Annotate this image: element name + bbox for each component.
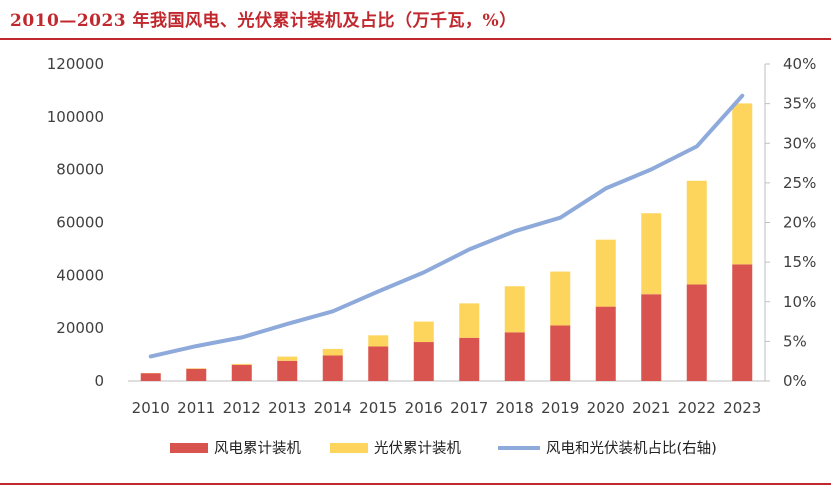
x-tick-label: 2020 (587, 399, 625, 417)
y-left-tick-label: 0 (94, 372, 104, 390)
title-divider (0, 38, 831, 40)
x-tick-label: 2018 (496, 399, 534, 417)
wind-bar (459, 337, 480, 381)
x-tick-label: 2015 (359, 399, 397, 417)
y-right-tick-label: 35% (783, 95, 816, 113)
wind-bar (641, 294, 662, 381)
chart-title: 2010—2023 年我国风电、光伏累计装机及占比（万千瓦，%） (10, 11, 517, 31)
solar-bar (231, 363, 252, 365)
legend-swatch-wind (170, 443, 208, 453)
x-tick-label: 2023 (723, 399, 761, 417)
wind-bar (322, 355, 343, 381)
share-line (148, 93, 745, 359)
x-tick-label: 2011 (177, 399, 215, 417)
solar-bar (186, 368, 207, 369)
y-right-tick-label: 40% (783, 55, 816, 73)
y-left-tick-label: 80000 (56, 161, 104, 179)
wind-bar (277, 360, 298, 381)
x-tick-label: 2019 (541, 399, 579, 417)
wind-bar (413, 342, 434, 381)
solar-bar (459, 303, 480, 338)
solar-bar (368, 335, 389, 347)
legend-swatch-solar (330, 443, 368, 453)
x-tick-label: 2016 (405, 399, 443, 417)
x-tick-label: 2010 (132, 399, 170, 417)
y-left-tick-label: 20000 (56, 319, 104, 337)
legend-label-share: 风电和光伏装机占比(右轴) (546, 440, 717, 457)
solar-bar (277, 356, 298, 361)
solar-bar (641, 213, 662, 295)
solar-bar (322, 348, 343, 356)
x-tick-label: 2021 (632, 399, 670, 417)
wind-bar (732, 264, 753, 381)
wind-bar (550, 325, 571, 381)
y-right-tick-label: 5% (783, 332, 807, 350)
x-tick-label: 2017 (450, 399, 488, 417)
x-tick-label: 2013 (268, 399, 306, 417)
x-tick-label: 2022 (678, 399, 716, 417)
wind-bar (140, 373, 161, 381)
y-right-tick-label: 15% (783, 253, 816, 271)
y-right-tick-label: 0% (783, 372, 807, 390)
solar-bar (504, 286, 525, 333)
footer-divider (0, 483, 831, 485)
y-left-tick-label: 120000 (47, 55, 104, 73)
solar-bar (686, 180, 707, 285)
wind-bar (186, 368, 207, 381)
wind-bar (504, 332, 525, 381)
y-right-tick-label: 20% (783, 214, 816, 232)
solar-bar (550, 271, 571, 326)
legend-label-solar: 光伏累计装机 (374, 440, 461, 457)
y-right-tick-label: 30% (783, 134, 816, 152)
wind-bar (368, 346, 389, 381)
wind-bar (595, 306, 616, 381)
x-tick-label: 2012 (223, 399, 261, 417)
y-left-tick-label: 40000 (56, 266, 104, 284)
solar-bar (732, 103, 753, 265)
wind-bar (231, 364, 252, 381)
legend-label-wind: 风电累计装机 (214, 440, 301, 457)
y-right-tick-label: 10% (783, 293, 816, 311)
y-left-tick-label: 100000 (47, 108, 104, 126)
wind-bar (686, 284, 707, 381)
x-tick-label: 2014 (314, 399, 352, 417)
solar-bar (595, 239, 616, 307)
solar-bar (413, 321, 434, 343)
y-right-tick-label: 25% (783, 174, 816, 192)
y-left-tick-label: 60000 (56, 214, 104, 232)
